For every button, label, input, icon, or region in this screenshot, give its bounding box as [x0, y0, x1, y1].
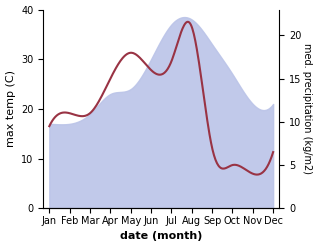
X-axis label: date (month): date (month)	[120, 231, 203, 242]
Y-axis label: max temp (C): max temp (C)	[5, 70, 16, 147]
Y-axis label: med. precipitation (kg/m2): med. precipitation (kg/m2)	[302, 43, 313, 174]
